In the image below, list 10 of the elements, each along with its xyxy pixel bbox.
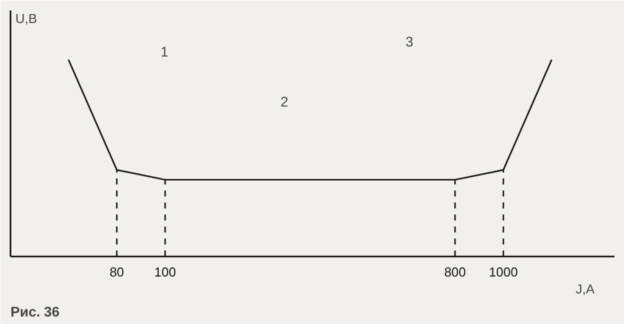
text: 1 [160, 44, 168, 60]
text: Рис. 36 [10, 304, 60, 320]
y-axis-title: U,B [15, 11, 38, 26]
annotation: 2 [280, 94, 288, 110]
x-axis-title: J,A [576, 282, 595, 296]
x-tick-label: 1000 [488, 264, 518, 280]
x-tick-label: 800 [444, 264, 466, 280]
x-tick-label: 100 [154, 264, 176, 280]
x-tick-label: 80 [110, 264, 124, 280]
text: 3 [406, 34, 414, 50]
